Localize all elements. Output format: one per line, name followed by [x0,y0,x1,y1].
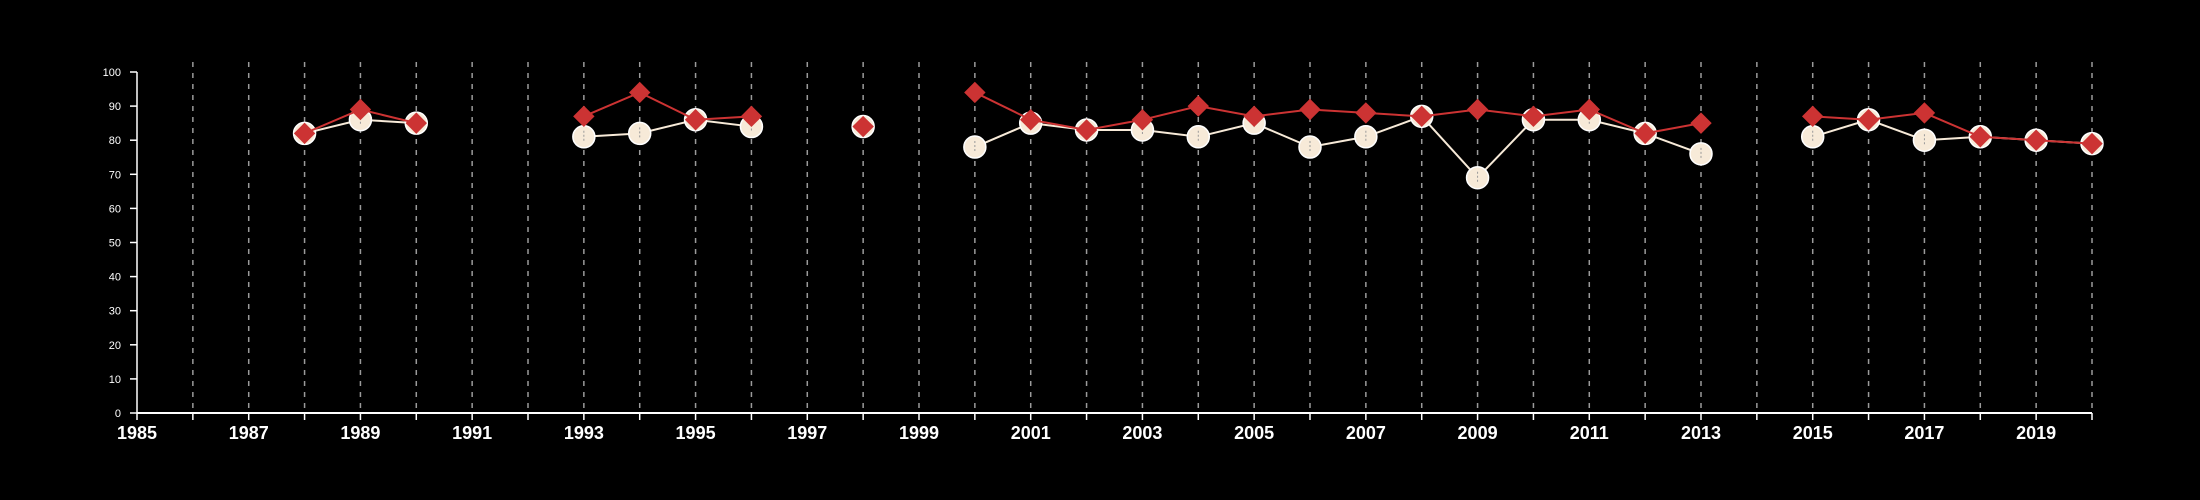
x-tick-label: 2019 [2016,423,2056,443]
x-tick-label: 1989 [340,423,380,443]
data-point-diamond [2081,132,2103,155]
x-tick-label: 2011 [1570,423,1609,443]
series-line [1812,118,2093,145]
data-point-diamond [1634,122,1656,145]
data-point-diamond [1355,102,1377,124]
x-tick-label: 2005 [1234,423,1274,443]
y-tick-label: 100 [103,67,121,79]
data-point-diamond [1411,105,1433,128]
x-tick-label: 2017 [1904,423,1944,443]
x-tick-label: 2007 [1346,423,1386,443]
data-point-diamond [1913,102,1936,124]
x-tick-label: 1997 [787,423,827,443]
data-point-diamond [1466,98,1489,121]
y-tick-label: 0 [115,408,121,420]
series-layer [292,81,2104,190]
data-point-diamond [1243,105,1265,128]
data-point-diamond [1299,98,1321,121]
x-tick-label: 1999 [899,423,939,443]
data-point-diamond [349,98,372,121]
x-tick-label: 2003 [1122,423,1162,443]
data-point-diamond [852,115,874,138]
x-tick-label: 1993 [564,423,604,443]
data-point-diamond [1578,98,1600,121]
series-line [583,91,752,121]
x-tick-label: 1991 [452,423,492,443]
series-line [583,118,752,138]
x-tick-label: 1987 [229,423,269,443]
data-point-diamond [684,109,707,131]
y-tick-label: 60 [109,203,121,215]
data-point-diamond [629,81,651,104]
data-point-diamond [293,122,316,145]
x-axis: 1985 1987 1989 1991 1993 1995 1997 1999 2001 2003… [117,412,2093,443]
data-point-diamond [740,105,763,128]
data-point-diamond [1690,112,1712,134]
data-point-diamond [1969,126,1991,148]
data-point-diamond [405,112,427,134]
data-point-diamond [1020,109,1042,131]
y-tick-label: 70 [109,169,121,181]
x-tick-label: 2015 [1793,423,1833,443]
y-axis: 0 10 20 30 40 50 60 70 80 90 100 [103,67,138,420]
y-tick-label: 80 [109,135,121,147]
y-tick-label: 90 [109,101,121,113]
data-point-diamond [2025,129,2047,151]
data-point-diamond [1802,105,1824,128]
data-point-diamond [964,81,986,104]
data-point-diamond [1187,95,1209,117]
data-point-diamond [1522,105,1545,128]
y-tick-label: 20 [109,340,121,352]
y-tick-label: 30 [109,306,121,318]
data-point-diamond [1857,109,1880,131]
x-tick-label: 2013 [1681,423,1721,443]
x-tick-label: 1995 [676,423,716,443]
y-tick-label: 50 [109,238,121,250]
data-point-diamond [1075,119,1098,141]
y-tick-label: 10 [109,374,121,386]
data-point-diamond [573,105,595,128]
y-tick-label: 40 [109,272,121,284]
x-tick-label: 2001 [1011,423,1051,443]
data-point-diamond [1131,109,1154,131]
x-tick-label: 1985 [117,423,157,443]
x-tick-label: 2009 [1458,423,1498,443]
series-diamond [293,81,2103,155]
